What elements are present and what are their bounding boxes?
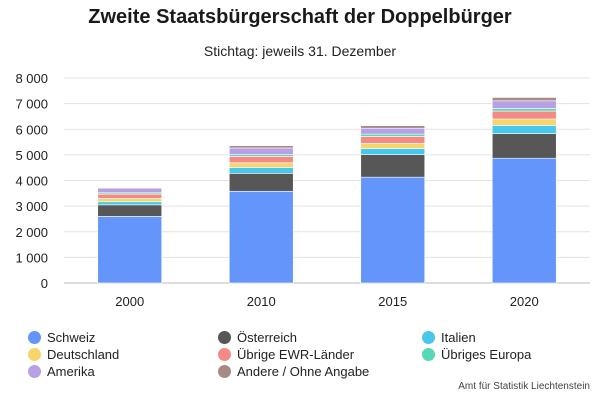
y-tick-label: 0 (41, 276, 48, 291)
legend-item[interactable]: Italien (422, 330, 476, 345)
legend-label: Deutschland (47, 347, 120, 362)
legend-label: Schweiz (47, 330, 96, 345)
bar-segment (491, 100, 557, 109)
bar-segment (360, 133, 426, 137)
chart-subtitle: Stichtag: jeweils 31. Dezember (203, 43, 397, 59)
legend-label: Italien (441, 330, 476, 345)
x-tick-label: 2010 (247, 294, 276, 309)
legend-swatch (28, 348, 41, 361)
x-tick-label: 2015 (378, 294, 407, 309)
bar-segment (491, 157, 557, 284)
legend-item[interactable]: Amerika (28, 364, 95, 379)
y-tick-label: 1 000 (15, 250, 48, 265)
bar-segment (228, 173, 294, 192)
bar-segment (360, 125, 426, 129)
bar-segment (360, 148, 426, 155)
bar-segment (360, 127, 426, 135)
source-note: Amt für Statistik Liechtenstein (458, 381, 590, 392)
bar-segment (228, 167, 294, 174)
legend-label: Österreich (237, 330, 297, 345)
legend-item[interactable]: Österreich (218, 330, 297, 345)
legend-item[interactable]: Andere / Ohne Angabe (218, 364, 369, 379)
bar-segment (97, 204, 163, 217)
bar-segment (491, 118, 557, 126)
legend-swatch (28, 365, 41, 378)
bar-segment (491, 125, 557, 134)
bar-segment (360, 143, 426, 149)
legend-swatch (218, 348, 231, 361)
axes: 0 1 000 2 000 3 000 4 000 5 000 6 000 7 000 8 00… (15, 71, 538, 309)
y-tick-label: 7 000 (15, 97, 48, 112)
legend-item[interactable]: Übriges Europa (422, 347, 531, 362)
legend-swatch (422, 331, 435, 344)
legend-label: Übrige EWR-Länder (237, 347, 355, 362)
y-tick-label: 3 000 (15, 199, 48, 214)
bar-segment (491, 110, 557, 120)
bars (97, 97, 557, 284)
legend-item[interactable]: Deutschland (28, 347, 119, 362)
bar-segment (491, 97, 557, 102)
bar-segment (228, 190, 294, 284)
bar-segment (491, 133, 557, 159)
legend-swatch (218, 365, 231, 378)
legend-item[interactable]: Schweiz (28, 330, 95, 345)
legend-label: Übriges Europa (441, 347, 532, 362)
bar-segment (97, 201, 163, 206)
legend-swatch (28, 331, 41, 344)
y-tick-label: 6 000 (15, 122, 48, 137)
y-tick-label: 2 000 (15, 225, 48, 240)
bar-segment (97, 198, 163, 203)
x-tick-label: 2000 (115, 294, 144, 309)
bar-segment (491, 108, 557, 112)
bar-segment (97, 216, 163, 284)
bar-segment (360, 176, 426, 284)
bar-segment (97, 188, 163, 194)
legend-label: Amerika (47, 364, 95, 379)
y-tick-label: 4 000 (15, 174, 48, 189)
bar-segment (97, 193, 163, 199)
bar-segment (228, 156, 294, 164)
legend-item[interactable]: Übrige EWR-Länder (218, 347, 354, 362)
legend-swatch (422, 348, 435, 361)
legend-label: Andere / Ohne Angabe (237, 364, 370, 379)
legend-swatch (218, 331, 231, 344)
y-tick-label: 5 000 (15, 148, 48, 163)
chart-title: Zweite Staatsbürgerschaft der Doppelbürg… (88, 6, 512, 28)
x-tick-label: 2020 (510, 294, 539, 309)
y-tick-label: 8 000 (15, 71, 48, 86)
bar-segment (228, 147, 294, 155)
bar-segment (360, 154, 426, 178)
bar-segment (97, 187, 163, 190)
bar-segment (228, 162, 294, 168)
bar-segment (228, 145, 294, 149)
bar-segment (360, 136, 426, 144)
